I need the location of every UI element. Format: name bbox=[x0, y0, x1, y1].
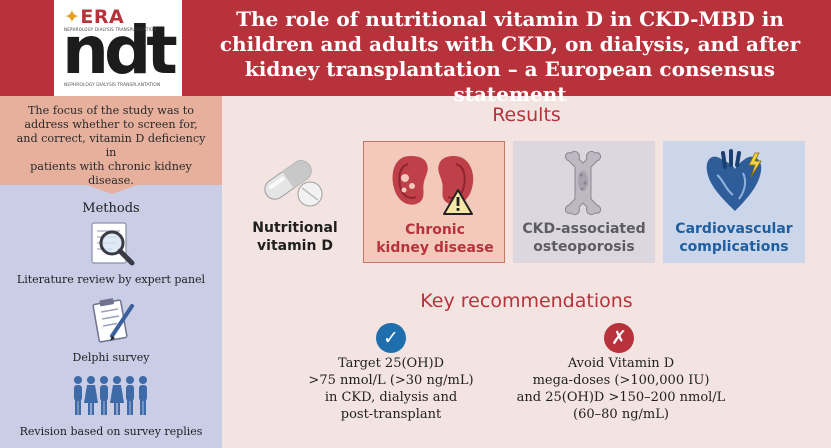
result-label-line: complications bbox=[679, 239, 789, 255]
focus-panel bbox=[0, 96, 222, 185]
result-label-osteoporosis: CKD-associated osteoporosis bbox=[513, 220, 655, 256]
result-label-line: Chronic bbox=[405, 222, 465, 238]
result-label-line: CKD-associated bbox=[522, 221, 646, 237]
heart-icon bbox=[706, 149, 762, 211]
recommendation-line: >75 nmol/L (>30 ng/mL) bbox=[308, 373, 474, 388]
result-label-line: vitamin D bbox=[257, 238, 333, 254]
method-label-revision: Revision based on survey replies bbox=[19, 425, 203, 438]
method-label-delphi: Delphi survey bbox=[72, 351, 150, 364]
result-label-ckd: Chronic kidney disease bbox=[364, 221, 506, 257]
focus-arrow-shape bbox=[84, 184, 140, 194]
focus-line: address whether to screen for, bbox=[24, 118, 198, 131]
focus-line: patients with chronic kidney bbox=[30, 160, 192, 173]
page-title: The role of nutritional vitamin D in CKD… bbox=[200, 7, 820, 107]
recommendation-line: post-transplant bbox=[340, 407, 442, 422]
title-line: kidney transplantation – a European cons… bbox=[244, 57, 776, 106]
recommendation-line: and 25(OH)D >150–200 nmol/L bbox=[516, 390, 726, 405]
result-label-nutritional-vitamin-d: Nutritional vitamin D bbox=[236, 219, 354, 255]
study-focus-text: The focus of the study was to address wh… bbox=[10, 104, 212, 188]
recommendation-line: mega-doses (>100,000 IU) bbox=[532, 373, 710, 388]
recommendation-line: Avoid Vitamin D bbox=[567, 356, 675, 371]
logo-ndt-text: ndt bbox=[62, 12, 178, 89]
result-label-line: osteoporosis bbox=[533, 239, 635, 255]
title-line: children and adults with CKD, on dialysi… bbox=[219, 32, 801, 56]
result-label-line: Nutritional bbox=[252, 220, 338, 236]
focus-line: The focus of the study was to bbox=[27, 104, 195, 117]
people-group-icon bbox=[74, 376, 147, 415]
bone-icon bbox=[564, 150, 602, 216]
result-card-cardiovascular: Cardiovascular complications bbox=[663, 141, 805, 263]
result-card-osteoporosis: CKD-associated osteoporosis bbox=[513, 141, 655, 263]
method-label-literature: Literature review by expert panel bbox=[16, 273, 206, 286]
recommendation-line: Target 25(OH)D bbox=[337, 356, 445, 371]
logo-era-subtitle: NEPHROLOGY DIALYSIS TRANSPLANTATION bbox=[64, 27, 157, 32]
recommendation-line: (60–80 ng/mL) bbox=[573, 407, 669, 422]
recommendation-target: Target 25(OH)D >75 nmol/L (>30 ng/mL) in… bbox=[286, 355, 496, 423]
focus-line: disease. bbox=[88, 174, 134, 187]
result-label-line: kidney disease bbox=[376, 240, 494, 256]
focus-line: and correct, vitamin D deficiency in bbox=[16, 132, 206, 159]
check-icon: ✓ bbox=[376, 323, 406, 353]
recommendation-avoid: Avoid Vitamin D mega-doses (>100,000 IU)… bbox=[504, 355, 738, 423]
result-label-line: Cardiovascular bbox=[675, 221, 793, 237]
vitamin-capsule-icon bbox=[264, 160, 323, 207]
x-icon: ✗ bbox=[604, 323, 634, 353]
kidneys-warning-icon bbox=[392, 156, 474, 215]
clipboard-pen-icon bbox=[92, 298, 134, 343]
methods-title: Methods bbox=[82, 201, 140, 216]
magnifier-document-icon bbox=[91, 222, 135, 266]
result-label-cardiovascular: Cardiovascular complications bbox=[663, 220, 805, 256]
results-title: Results bbox=[492, 104, 561, 126]
logo-era-text: ✦ERA bbox=[64, 6, 125, 28]
result-card-ckd: Chronic kidney disease bbox=[363, 141, 505, 263]
journal-logo: ndt ✦ERA NEPHROLOGY DIALYSIS TRANSPLANTA… bbox=[54, 0, 182, 96]
key-recommendations-title: Key recommendations bbox=[420, 290, 633, 312]
recommendation-line: in CKD, dialysis and bbox=[324, 390, 458, 405]
title-line: The role of nutritional vitamin D in CKD… bbox=[236, 7, 784, 31]
logo-ndt-subtitle: NEPHROLOGY DIALYSIS TRANSPLANTATION bbox=[64, 83, 161, 88]
